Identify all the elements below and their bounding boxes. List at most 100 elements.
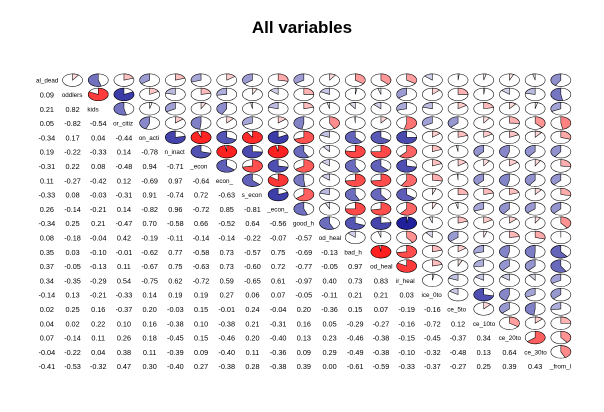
correlation-pie-wedge	[483, 187, 494, 195]
correlation-pie-wedge	[424, 73, 433, 81]
correlation-pie-wedge	[473, 173, 485, 186]
correlation-value-label: -0.33	[90, 148, 107, 157]
correlation-value-label: -0.33	[116, 291, 133, 300]
correlation-pie-wedge	[560, 187, 572, 197]
correlation-pie-wedge	[293, 173, 306, 187]
correlation-pie-wedge	[293, 130, 315, 144]
correlation-value-label: -0.67	[141, 262, 158, 271]
correlation-pie-wedge	[370, 145, 392, 159]
correlation-pie-wedge	[370, 216, 392, 230]
correlation-value-label: -0.16	[424, 305, 441, 314]
correlation-value-label: 0.11	[117, 262, 131, 271]
correlation-value-label: -0.04	[270, 305, 287, 314]
correlation-pie-wedge	[455, 202, 459, 209]
correlation-pie-wedge	[347, 230, 356, 238]
correlation-value-label: 0.05	[40, 119, 54, 128]
correlation-value-label: -0.38	[167, 319, 184, 328]
correlation-pie-wedge	[277, 116, 287, 124]
correlation-pie-wedge	[447, 116, 459, 128]
correlation-value-label: 0.20	[297, 305, 311, 314]
chart-title: All variables	[251, 18, 353, 37]
correlation-pie-wedge	[396, 102, 407, 111]
correlation-value-label: 0.09	[194, 348, 208, 357]
variable-label: oddlers	[62, 92, 83, 99]
correlation-value-label: -0.65	[244, 276, 261, 285]
correlation-value-label: 0.22	[91, 319, 105, 328]
correlation-value-label: 0.21	[245, 319, 259, 328]
correlation-value-label: -0.04	[90, 233, 107, 242]
correlation-value-label: -0.75	[141, 276, 158, 285]
correlation-pie-wedge	[293, 73, 305, 84]
correlation-pie-wedge	[373, 102, 382, 110]
correlation-value-label: -0.34	[39, 133, 56, 142]
correlation-value-label: -0.14	[39, 291, 56, 300]
correlation-value-label: 0.09	[40, 90, 54, 99]
correlation-pie-wedge	[139, 116, 150, 130]
correlation-pie-wedge	[88, 87, 109, 102]
correlation-pie-wedge	[242, 130, 263, 144]
correlation-pie-wedge	[457, 130, 468, 138]
variable-label: od_heal	[370, 264, 392, 271]
correlation-value-label: 0.85	[220, 205, 234, 214]
correlation-pie-wedge	[432, 202, 438, 210]
correlation-pie-wedge	[422, 102, 433, 110]
correlation-value-label: 0.64	[502, 348, 516, 357]
correlation-value-label: -0.57	[244, 248, 261, 257]
correlation-pie-wedge	[190, 73, 202, 83]
correlation-value-label: 0.13	[297, 334, 311, 343]
correlation-value-label: -0.58	[193, 248, 210, 257]
correlation-value-label: 0.12	[451, 319, 465, 328]
correlation-pie-wedge	[550, 145, 562, 158]
correlation-value-label: 0.04	[91, 348, 105, 357]
variable-label: ce_10to	[473, 321, 496, 328]
correlation-value-label: 0.16	[297, 319, 311, 328]
correlation-pie-wedge	[509, 230, 520, 238]
correlation-value-label: 0.82	[65, 105, 79, 114]
correlation-value-label: 0.66	[194, 219, 208, 228]
correlation-pie-wedge	[396, 130, 417, 144]
correlation-pie-wedge	[250, 102, 253, 109]
correlation-value-label: -0.21	[90, 205, 107, 214]
correlation-value-label: 0.21	[40, 105, 54, 114]
correlation-value-label: 0.27	[194, 362, 208, 371]
correlation-pie-wedge	[293, 145, 310, 159]
correlation-pie-wedge	[457, 73, 460, 81]
correlation-value-label: -0.36	[321, 305, 338, 314]
correlation-value-label: -0.29	[90, 276, 107, 285]
correlation-pie-wedge	[165, 102, 176, 113]
variable-label: n_inact	[165, 149, 186, 156]
correlation-value-label: 0.39	[297, 362, 311, 371]
correlation-pie-wedge	[399, 145, 417, 159]
correlation-pie-wedge	[483, 130, 493, 138]
correlation-value-label: 0.00	[322, 362, 336, 371]
correlation-value-label: 0.37	[40, 262, 54, 271]
correlation-pie-wedge	[457, 173, 459, 181]
correlation-pie-wedge	[483, 302, 492, 310]
correlation-pie-wedge	[113, 102, 127, 116]
correlation-value-label: -0.27	[373, 319, 390, 328]
correlation-pie-wedge	[483, 230, 488, 238]
correlation-value-label: -0.14	[218, 233, 235, 242]
correlation-pie-wedge	[473, 245, 485, 254]
correlation-value-label: -0.41	[39, 362, 56, 371]
correlation-pie-wedge	[509, 130, 519, 138]
correlation-pie-wedge	[370, 130, 391, 144]
correlation-pie-wedge	[560, 216, 572, 229]
correlation-value-label: -0.46	[347, 334, 364, 343]
correlation-value-label: -0.22	[64, 348, 81, 357]
correlation-value-label: -0.40	[218, 348, 235, 357]
variable-label: ce_5to	[447, 306, 466, 313]
correlation-value-label: -0.72	[193, 205, 210, 214]
correlation-value-label: -0.03	[90, 191, 107, 200]
correlation-value-label: 0.13	[477, 348, 491, 357]
correlation-value-label: 0.73	[348, 276, 362, 285]
correlation-pie-wedge	[268, 102, 279, 110]
correlation-value-label: -0.62	[141, 248, 158, 257]
correlation-value-label: 0.11	[246, 348, 260, 357]
correlation-value-label: -0.37	[116, 305, 133, 314]
variable-label: _econ_	[266, 206, 288, 213]
correlation-pie-wedge	[457, 187, 469, 195]
correlation-pie-wedge	[319, 130, 330, 138]
correlation-pie-wedge	[534, 102, 539, 109]
correlation-value-label: -0.11	[167, 233, 183, 242]
